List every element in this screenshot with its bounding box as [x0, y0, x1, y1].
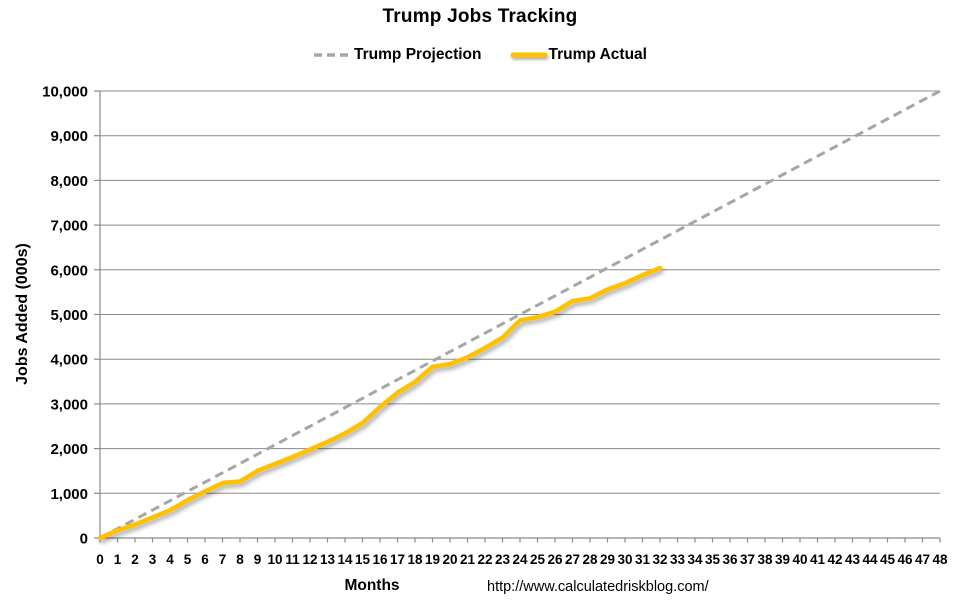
x-tick-label: 4 — [166, 552, 174, 567]
x-tick-label: 8 — [236, 552, 244, 567]
x-tick-label: 15 — [355, 552, 371, 567]
y-tick-label: 8,000 — [50, 173, 88, 190]
y-tick-label: 4,000 — [50, 352, 88, 369]
x-axis-title: Months — [344, 577, 400, 594]
y-tick-label: 1,000 — [50, 486, 88, 503]
x-tick-label: 13 — [320, 552, 336, 567]
x-tick-label: 12 — [302, 552, 317, 567]
x-tick-label: 47 — [915, 552, 930, 567]
x-tick-label: 46 — [897, 552, 913, 567]
actual-line — [97, 265, 663, 541]
x-tick-label: 16 — [372, 552, 388, 567]
x-tick-label: 32 — [652, 552, 667, 567]
x-tick-label: 7 — [219, 552, 227, 567]
x-tick-label: 23 — [495, 552, 511, 567]
x-tick-label: 48 — [932, 552, 948, 567]
x-tick-label: 37 — [740, 552, 755, 567]
solid-line-marker-icon — [510, 52, 547, 58]
y-tick-label: 6,000 — [50, 262, 88, 279]
x-tick-label: 41 — [810, 552, 826, 567]
legend-item-projection: Trump Projection — [313, 46, 482, 64]
y-tick-label: 3,000 — [50, 396, 88, 413]
x-tick-label: 38 — [757, 552, 773, 567]
x-tick-label: 34 — [687, 552, 703, 567]
x-tick-label: 33 — [670, 552, 686, 567]
chart-title: Trump Jobs Tracking — [382, 6, 578, 27]
x-tick-label: 43 — [845, 552, 861, 567]
x-tick-label: 26 — [547, 552, 563, 567]
x-tick-label: 18 — [407, 552, 423, 567]
y-tick-label: 7,000 — [50, 218, 88, 235]
y-tick-label: 5,000 — [50, 307, 88, 324]
x-tick-label: 14 — [337, 552, 353, 567]
x-tick-label: 27 — [565, 552, 580, 567]
x-tick-label: 35 — [705, 552, 721, 567]
x-tick-label: 45 — [880, 552, 896, 567]
x-tick-label: 19 — [425, 552, 440, 567]
x-tick-label: 17 — [390, 552, 405, 567]
x-tick-label: 39 — [775, 552, 790, 567]
y-tick-label: 10,000 — [42, 84, 88, 101]
x-tick-label: 10 — [267, 552, 282, 567]
x-tick-label: 42 — [827, 552, 842, 567]
x-tick-label: 22 — [477, 552, 492, 567]
legend-label-projection: Trump Projection — [354, 46, 482, 63]
x-tick-label: 24 — [512, 552, 528, 567]
x-tick-label: 30 — [617, 552, 632, 567]
y-tick-label: 9,000 — [50, 128, 88, 145]
x-tick-label: 21 — [460, 552, 476, 567]
x-tick-label: 3 — [149, 552, 157, 567]
x-tick-label: 44 — [862, 552, 878, 567]
dashed-line-marker-icon — [314, 53, 349, 57]
x-tick-label: 29 — [600, 552, 615, 567]
legend-item-actual: Trump Actual — [510, 46, 647, 64]
x-tick-label: 9 — [254, 552, 262, 567]
x-tick-label: 11 — [285, 552, 300, 567]
legend-label-actual: Trump Actual — [548, 46, 647, 63]
x-tick-label: 36 — [722, 552, 738, 567]
watermark-url: http://www.calculatedriskblog.com/ — [487, 579, 709, 595]
x-tick-label: 0 — [96, 552, 104, 567]
x-tick-label: 6 — [201, 552, 209, 567]
legend: Trump Projection Trump Actual — [0, 46, 960, 64]
x-tick-label: 2 — [131, 552, 139, 567]
y-tick-label: 0 — [80, 531, 88, 548]
x-tick-label: 1 — [114, 552, 122, 567]
x-tick-label: 20 — [442, 552, 457, 567]
x-tick-label: 40 — [792, 552, 807, 567]
x-tick-label: 25 — [530, 552, 546, 567]
x-tick-label: 5 — [184, 552, 192, 567]
x-tick-label: 31 — [635, 552, 651, 567]
y-tick-label: 2,000 — [50, 441, 88, 458]
x-tick-label: 28 — [582, 552, 598, 567]
